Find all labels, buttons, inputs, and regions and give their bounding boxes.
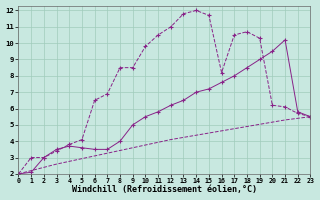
X-axis label: Windchill (Refroidissement éolien,°C): Windchill (Refroidissement éolien,°C) bbox=[72, 185, 257, 194]
